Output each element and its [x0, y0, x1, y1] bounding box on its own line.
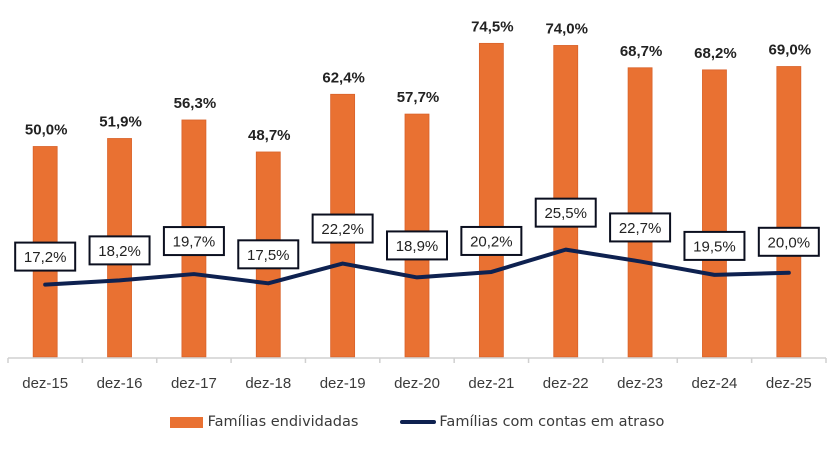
label-text: 20,2%	[470, 233, 513, 250]
bar-data-label: 74,5%	[471, 18, 514, 35]
legend-line-swatch	[400, 420, 437, 424]
legend-bar-swatch	[169, 416, 203, 428]
label-box	[162, 226, 225, 257]
line-data-label: 20,2%	[460, 225, 523, 256]
line-path	[43, 247, 791, 287]
x-tick-label: dez-20	[394, 375, 440, 392]
x-tick-label: dez-16	[97, 375, 143, 392]
x-tick-label: dez-18	[245, 375, 291, 392]
chart: 50,0% 51,9% 56,3% 48,7% 62,4% 57,7% 74,5% 74,0%…	[7, 18, 827, 392]
bar-data-label: 48,7%	[248, 127, 291, 144]
bar-data-label: 56,3%	[174, 95, 217, 112]
line-data-label: 19,5%	[683, 230, 746, 261]
legend-item-atraso: Famílias com contas em atraso	[400, 414, 664, 430]
bar	[627, 67, 653, 358]
label-box	[311, 213, 374, 244]
label-box	[237, 239, 300, 270]
bar-data-label: 68,2%	[694, 45, 737, 62]
line-data-label: 22,2%	[311, 213, 374, 244]
label-box	[757, 226, 820, 257]
label-text: 18,2%	[98, 243, 141, 260]
line-data-label: 25,5%	[534, 197, 597, 228]
line-data-label: 18,2%	[88, 235, 151, 266]
line-data-label: 22,7%	[609, 212, 672, 243]
line-data-label: 17,5%	[237, 239, 300, 270]
label-box	[534, 197, 597, 228]
bar-data-label: 74,0%	[545, 20, 588, 37]
bar	[478, 42, 504, 358]
label-text: 19,7%	[173, 234, 216, 251]
line-data-label: 19,7%	[162, 226, 225, 257]
label-box	[683, 230, 746, 261]
bar	[702, 69, 727, 358]
line-data-label: 18,9%	[386, 230, 448, 261]
label-box	[460, 225, 523, 256]
x-tick-labels: dez-15 dez-16 dez-17 dez-18 dez-19 dez-20 dez-…	[22, 375, 812, 392]
legend-item-endividadas: Famílias endividadas	[169, 414, 359, 430]
legend-label: Famílias endividadas	[207, 414, 359, 430]
bar-data-label: 68,7%	[620, 43, 663, 60]
label-text: 22,2%	[321, 221, 364, 238]
label-box	[609, 212, 672, 243]
x-tick-label: dez-24	[692, 375, 738, 392]
label-text: 22,7%	[619, 220, 662, 237]
label-text: 20,0%	[768, 234, 811, 251]
label-text: 17,2%	[24, 249, 67, 266]
x-tick-label: dez-21	[468, 375, 514, 392]
label-box	[14, 241, 77, 272]
x-axis	[7, 357, 827, 363]
x-tick-label: dez-17	[171, 375, 217, 392]
bar-data-label: 62,4%	[322, 69, 365, 86]
label-text: 18,9%	[396, 238, 439, 255]
x-tick-label: dez-19	[320, 375, 366, 392]
x-tick-label: dez-15	[22, 375, 68, 392]
label-text: 17,5%	[247, 247, 290, 264]
label-box	[88, 235, 151, 266]
x-tick-label: dez-22	[543, 375, 589, 392]
bar-data-label: 51,9%	[99, 114, 142, 131]
line-data-labels: 17,2% 18,2% 19,7% 17,5% 22,2% 18,9% 20,2% 25,5%…	[14, 197, 820, 272]
legend-label: Famílias com contas em atraso	[439, 414, 665, 430]
bar-data-label: 50,0%	[25, 122, 68, 139]
label-text: 25,5%	[544, 205, 587, 222]
line-data-label: 17,2%	[14, 241, 77, 272]
bar-data-label: 69,0%	[769, 42, 812, 59]
bar	[776, 66, 802, 358]
bar-data-label: 57,7%	[397, 89, 440, 106]
line-series	[43, 247, 791, 287]
legend: Famílias endividadas Famílias com contas…	[0, 414, 834, 430]
label-text: 19,5%	[693, 238, 736, 255]
label-box	[386, 230, 448, 261]
x-tick-label: dez-25	[766, 375, 812, 392]
bar-data-labels: 50,0% 51,9% 56,3% 48,7% 62,4% 57,7% 74,5% 74,0%…	[25, 18, 811, 144]
x-tick-label: dez-23	[617, 375, 663, 392]
line-data-label: 20,0%	[757, 226, 820, 257]
